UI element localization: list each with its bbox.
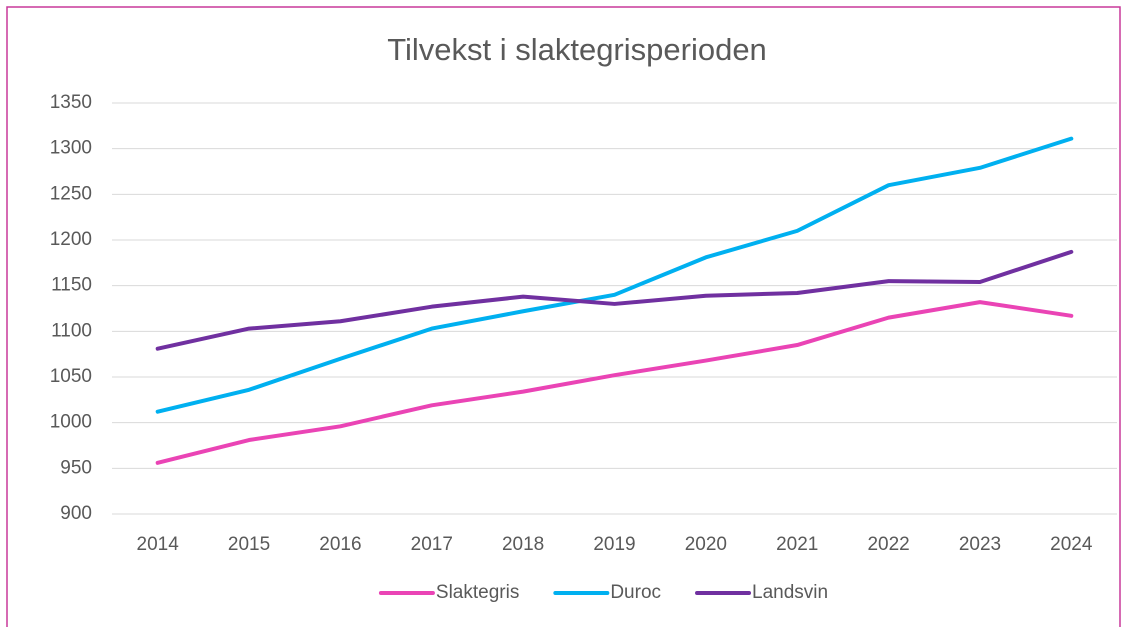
x-tick-label: 2017 <box>411 534 453 555</box>
series-line <box>155 136 1074 414</box>
series-line <box>155 249 1074 351</box>
x-tick-label: 2023 <box>959 534 1001 555</box>
y-tick-label: 1100 <box>51 320 92 341</box>
y-tick-label: 1200 <box>50 229 92 250</box>
y-tick-label: 1150 <box>51 275 92 296</box>
x-tick-label: 2019 <box>593 534 635 555</box>
x-tick-label: 2016 <box>319 534 361 555</box>
y-tick-label: 950 <box>60 457 92 478</box>
x-tick-label: 2021 <box>776 534 818 555</box>
series-line <box>155 300 1074 465</box>
legend-label: Slaktegris <box>436 582 519 603</box>
legend-label: Landsvin <box>752 582 828 603</box>
x-tick-label: 2022 <box>867 534 909 555</box>
y-tick-label: 1300 <box>50 138 92 159</box>
x-tick-label: 2014 <box>137 534 180 555</box>
x-tick-label: 2020 <box>685 534 727 555</box>
y-tick-label: 1050 <box>50 366 92 387</box>
legend-label: Duroc <box>610 582 661 603</box>
y-tick-label: 1250 <box>50 183 92 204</box>
x-tick-label: 2015 <box>228 534 270 555</box>
y-tick-label: 1350 <box>50 92 92 113</box>
chart-title: Tilvekst i slaktegrisperioden <box>387 32 767 67</box>
chart-frame <box>6 6 1121 627</box>
x-tick-label: 2024 <box>1050 534 1093 555</box>
x-tick-label: 2018 <box>502 534 544 555</box>
y-tick-label: 1000 <box>50 412 92 433</box>
y-tick-label: 900 <box>60 503 92 524</box>
